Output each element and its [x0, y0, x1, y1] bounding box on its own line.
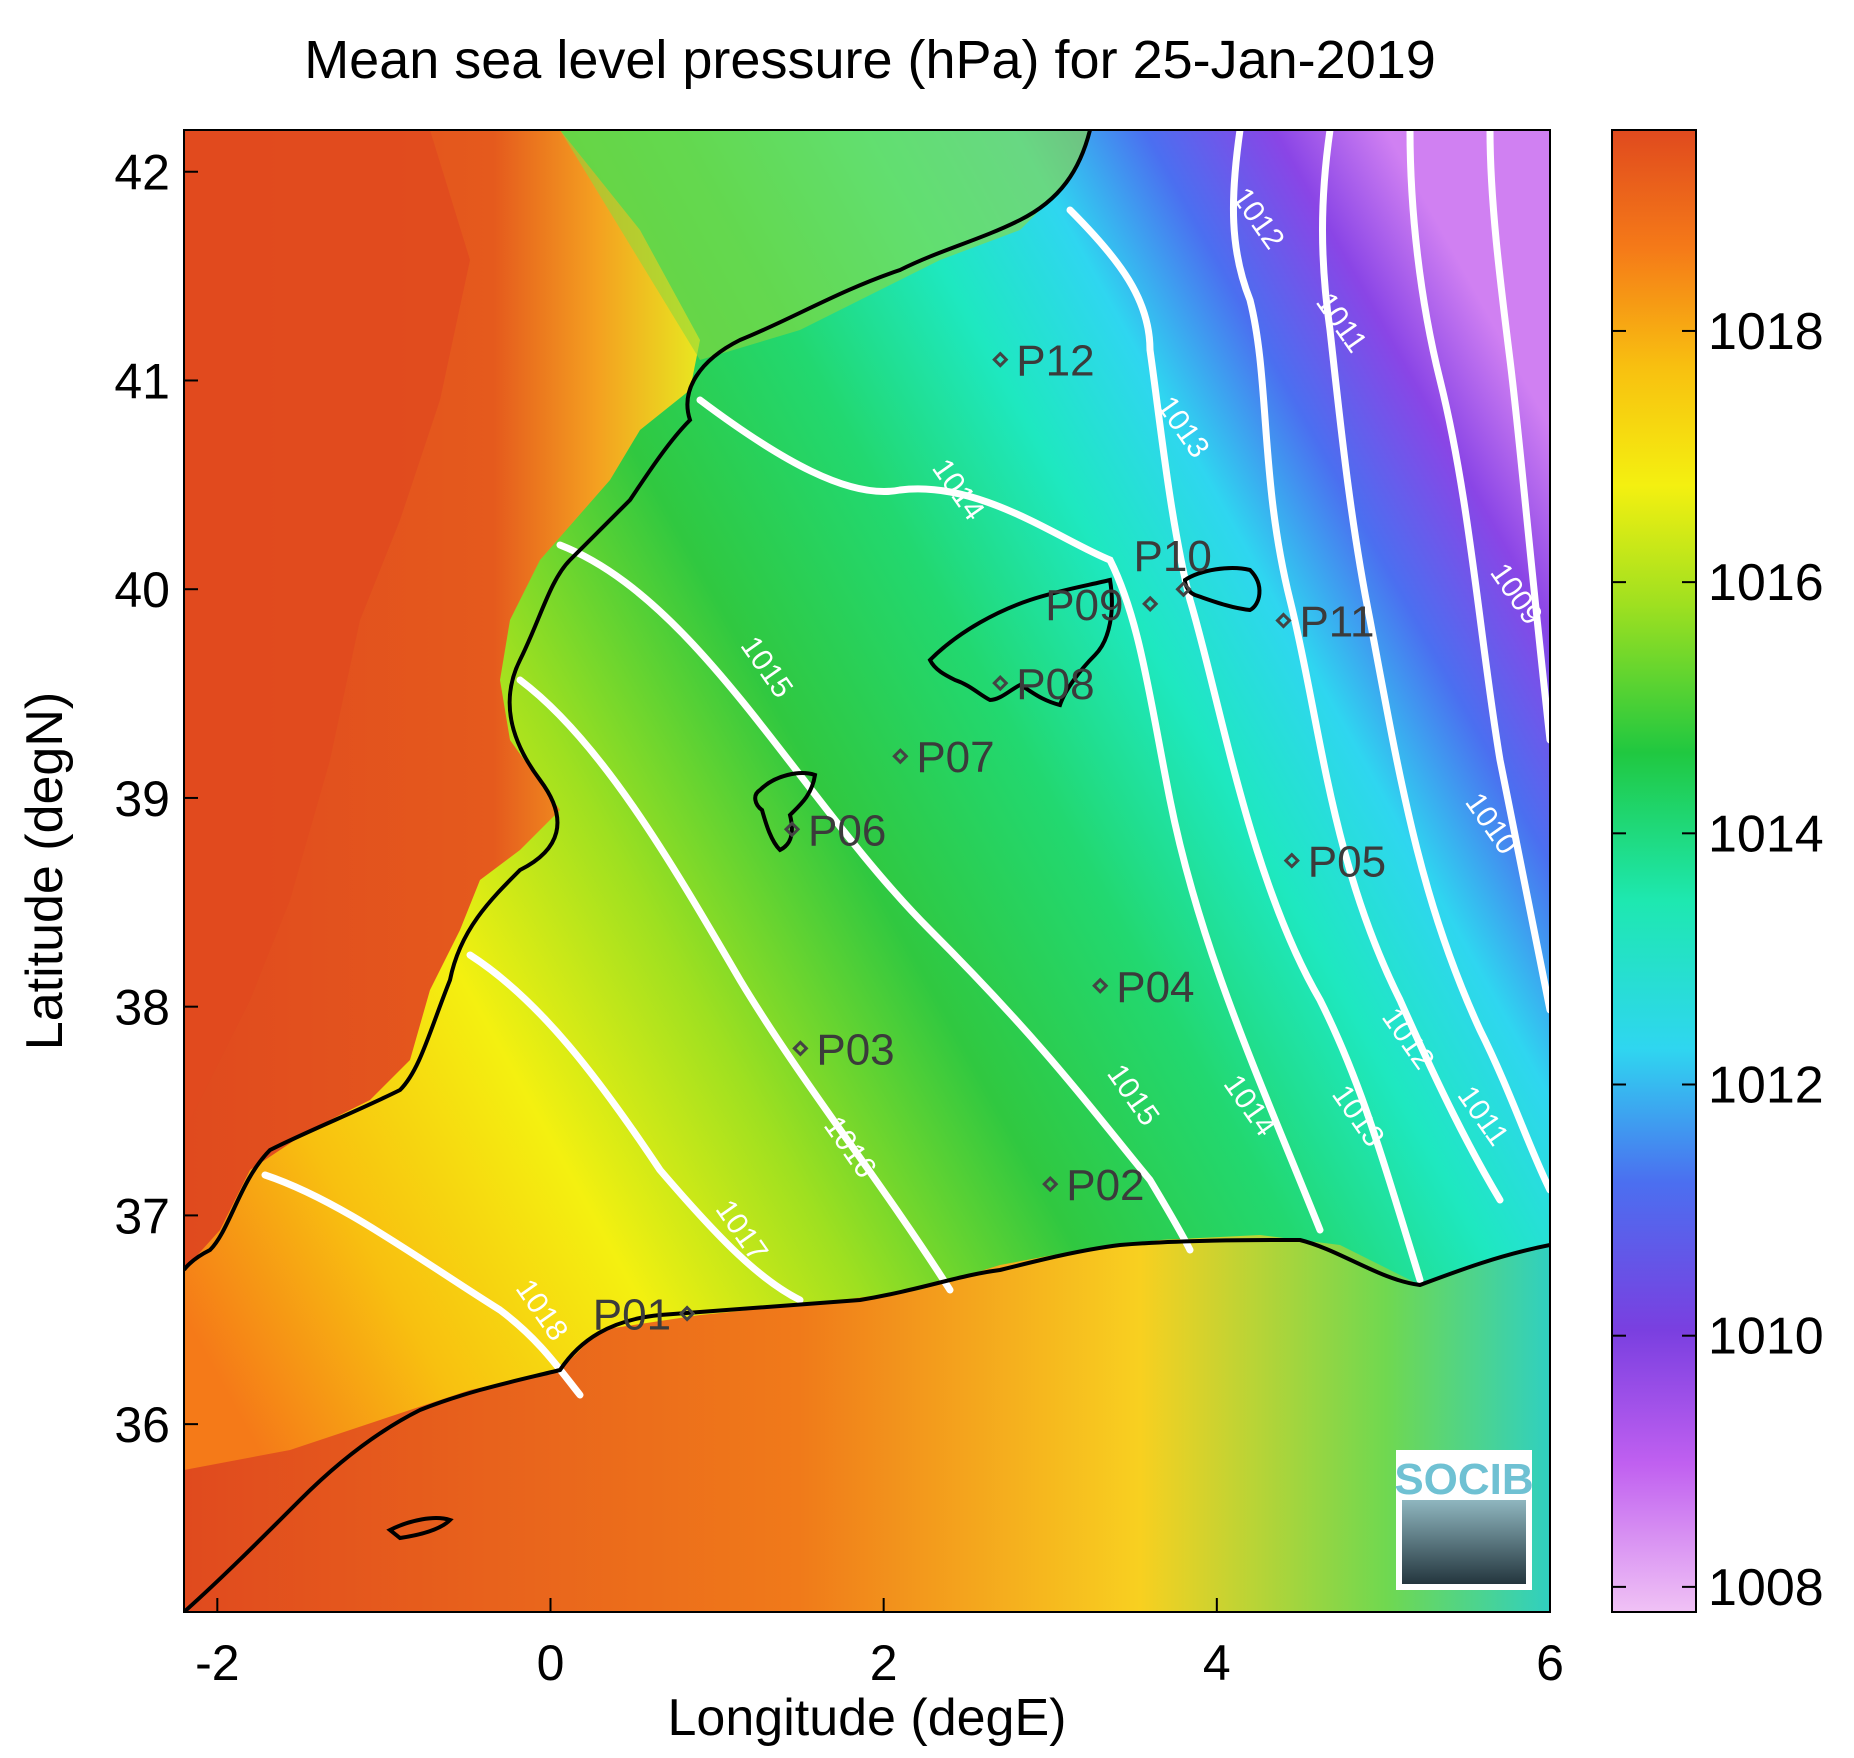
colorbar-ticks: 1008 1010 1012 1014 1016 1018	[1612, 303, 1824, 1617]
colorbar-tick-label: 1010	[1708, 1308, 1824, 1366]
station-label: P12	[1016, 337, 1094, 386]
y-tick-label: 36	[114, 1397, 170, 1453]
ibiza-coastline	[753, 771, 818, 853]
y-tick-label: 42	[114, 145, 170, 201]
station-marker-icon	[1042, 1175, 1059, 1193]
alboran-island-coastline	[386, 1516, 454, 1541]
africa-coastline	[184, 1237, 1550, 1612]
station-p01[interactable]: P01	[593, 1291, 696, 1340]
y-tick-label: 38	[114, 980, 170, 1036]
x-tick-label: 2	[870, 1635, 898, 1691]
x-tick-label: 0	[537, 1635, 565, 1691]
menorca-coastline	[1182, 566, 1262, 613]
station-marker-icon	[992, 351, 1009, 368]
station-label: P03	[816, 1025, 894, 1074]
x-axis-label: Longitude (degE)	[668, 1689, 1067, 1747]
colorbar	[1611, 129, 1697, 1613]
chart-title: Mean sea level pressure (hPa) for 25-Jan…	[304, 30, 1436, 90]
station-p07[interactable]: P07	[892, 733, 995, 782]
station-marker-icon	[783, 821, 801, 838]
north-africa-land-field	[184, 1235, 1550, 1612]
isobar-lines	[261, 130, 1550, 1399]
y-tick-label: 41	[114, 353, 170, 409]
station-p02[interactable]: P02	[1042, 1161, 1145, 1210]
station-label: P05	[1308, 838, 1386, 887]
isobar-1017	[466, 951, 804, 1304]
colorbar-tick-label: 1012	[1708, 1057, 1824, 1115]
station-marker-icon	[1275, 612, 1292, 629]
station-p08[interactable]: P08	[992, 660, 1095, 709]
station-p04[interactable]: P04	[1092, 963, 1195, 1012]
mallorca-coastline	[927, 577, 1114, 708]
colorbar-tick-label: 1014	[1708, 805, 1824, 863]
logo-text: SOCIB	[1394, 1455, 1533, 1504]
station-label: P07	[916, 733, 994, 782]
station-label: P06	[808, 806, 886, 855]
y-tick-label: 37	[114, 1188, 170, 1244]
station-marker-icon	[1175, 581, 1192, 598]
isobar-1013	[1066, 206, 1424, 1284]
station-p05[interactable]: P05	[1283, 838, 1386, 887]
colorbar-tick-label: 1016	[1708, 554, 1824, 612]
iberia-coastline	[184, 130, 1092, 1272]
station-p12[interactable]: P12	[992, 337, 1095, 386]
station-label: P11	[1299, 598, 1374, 647]
colorbar-tick-label: 1018	[1708, 303, 1824, 361]
y-axis-ticks: 36 37 38 39 40 41 42	[114, 145, 198, 1453]
station-label: P02	[1066, 1161, 1144, 1210]
isobar-1009	[1486, 130, 1550, 744]
plot-frame	[183, 129, 1551, 1613]
station-p11[interactable]: P11	[1275, 598, 1374, 647]
station-p06[interactable]: P06	[783, 806, 886, 855]
station-label: P08	[1016, 660, 1094, 709]
station-marker-icon	[1283, 852, 1300, 869]
station-marker-icon	[1092, 977, 1109, 994]
station-label: P04	[1116, 963, 1194, 1012]
isobar-1011	[1319, 130, 1550, 1194]
station-marker-icon	[1142, 595, 1159, 612]
x-tick-label: 4	[1203, 1635, 1231, 1691]
y-tick-label: 40	[114, 562, 170, 618]
northeast-land-field	[560, 130, 1090, 360]
station-marker-icon	[992, 675, 1009, 692]
isobar-1010	[1406, 130, 1550, 1014]
colorbar-tick-label: 1008	[1708, 1559, 1824, 1617]
station-marker-icon	[678, 1305, 696, 1322]
station-label: P01	[593, 1291, 671, 1340]
logo-image	[1402, 1500, 1526, 1584]
station-label: P09	[1045, 581, 1123, 630]
y-tick-label: 39	[114, 771, 170, 827]
x-axis-ticks: -2 0 2 4 6	[195, 1598, 1564, 1691]
isobar-1018	[261, 1171, 584, 1399]
station-p09[interactable]: P09	[1045, 581, 1159, 630]
x-tick-label: -2	[195, 1635, 239, 1691]
socib-logo: SOCIB	[1394, 1450, 1534, 1590]
isobar-1012	[1229, 130, 1504, 1204]
x-tick-label: 6	[1536, 1635, 1564, 1691]
station-marker-icon	[792, 1040, 809, 1057]
station-p10[interactable]: P10	[1134, 532, 1212, 598]
y-axis-label: Latitude (degN)	[16, 692, 74, 1050]
station-marker-icon	[892, 748, 909, 765]
iberia-high-pressure	[184, 130, 470, 1130]
station-label: P10	[1134, 532, 1212, 581]
coastlines	[184, 130, 1550, 1612]
station-p03[interactable]: P03	[792, 1025, 895, 1074]
isobar-1015	[556, 541, 1194, 1254]
isobar-1016	[516, 676, 954, 1294]
isobar-1014	[696, 396, 1324, 1234]
